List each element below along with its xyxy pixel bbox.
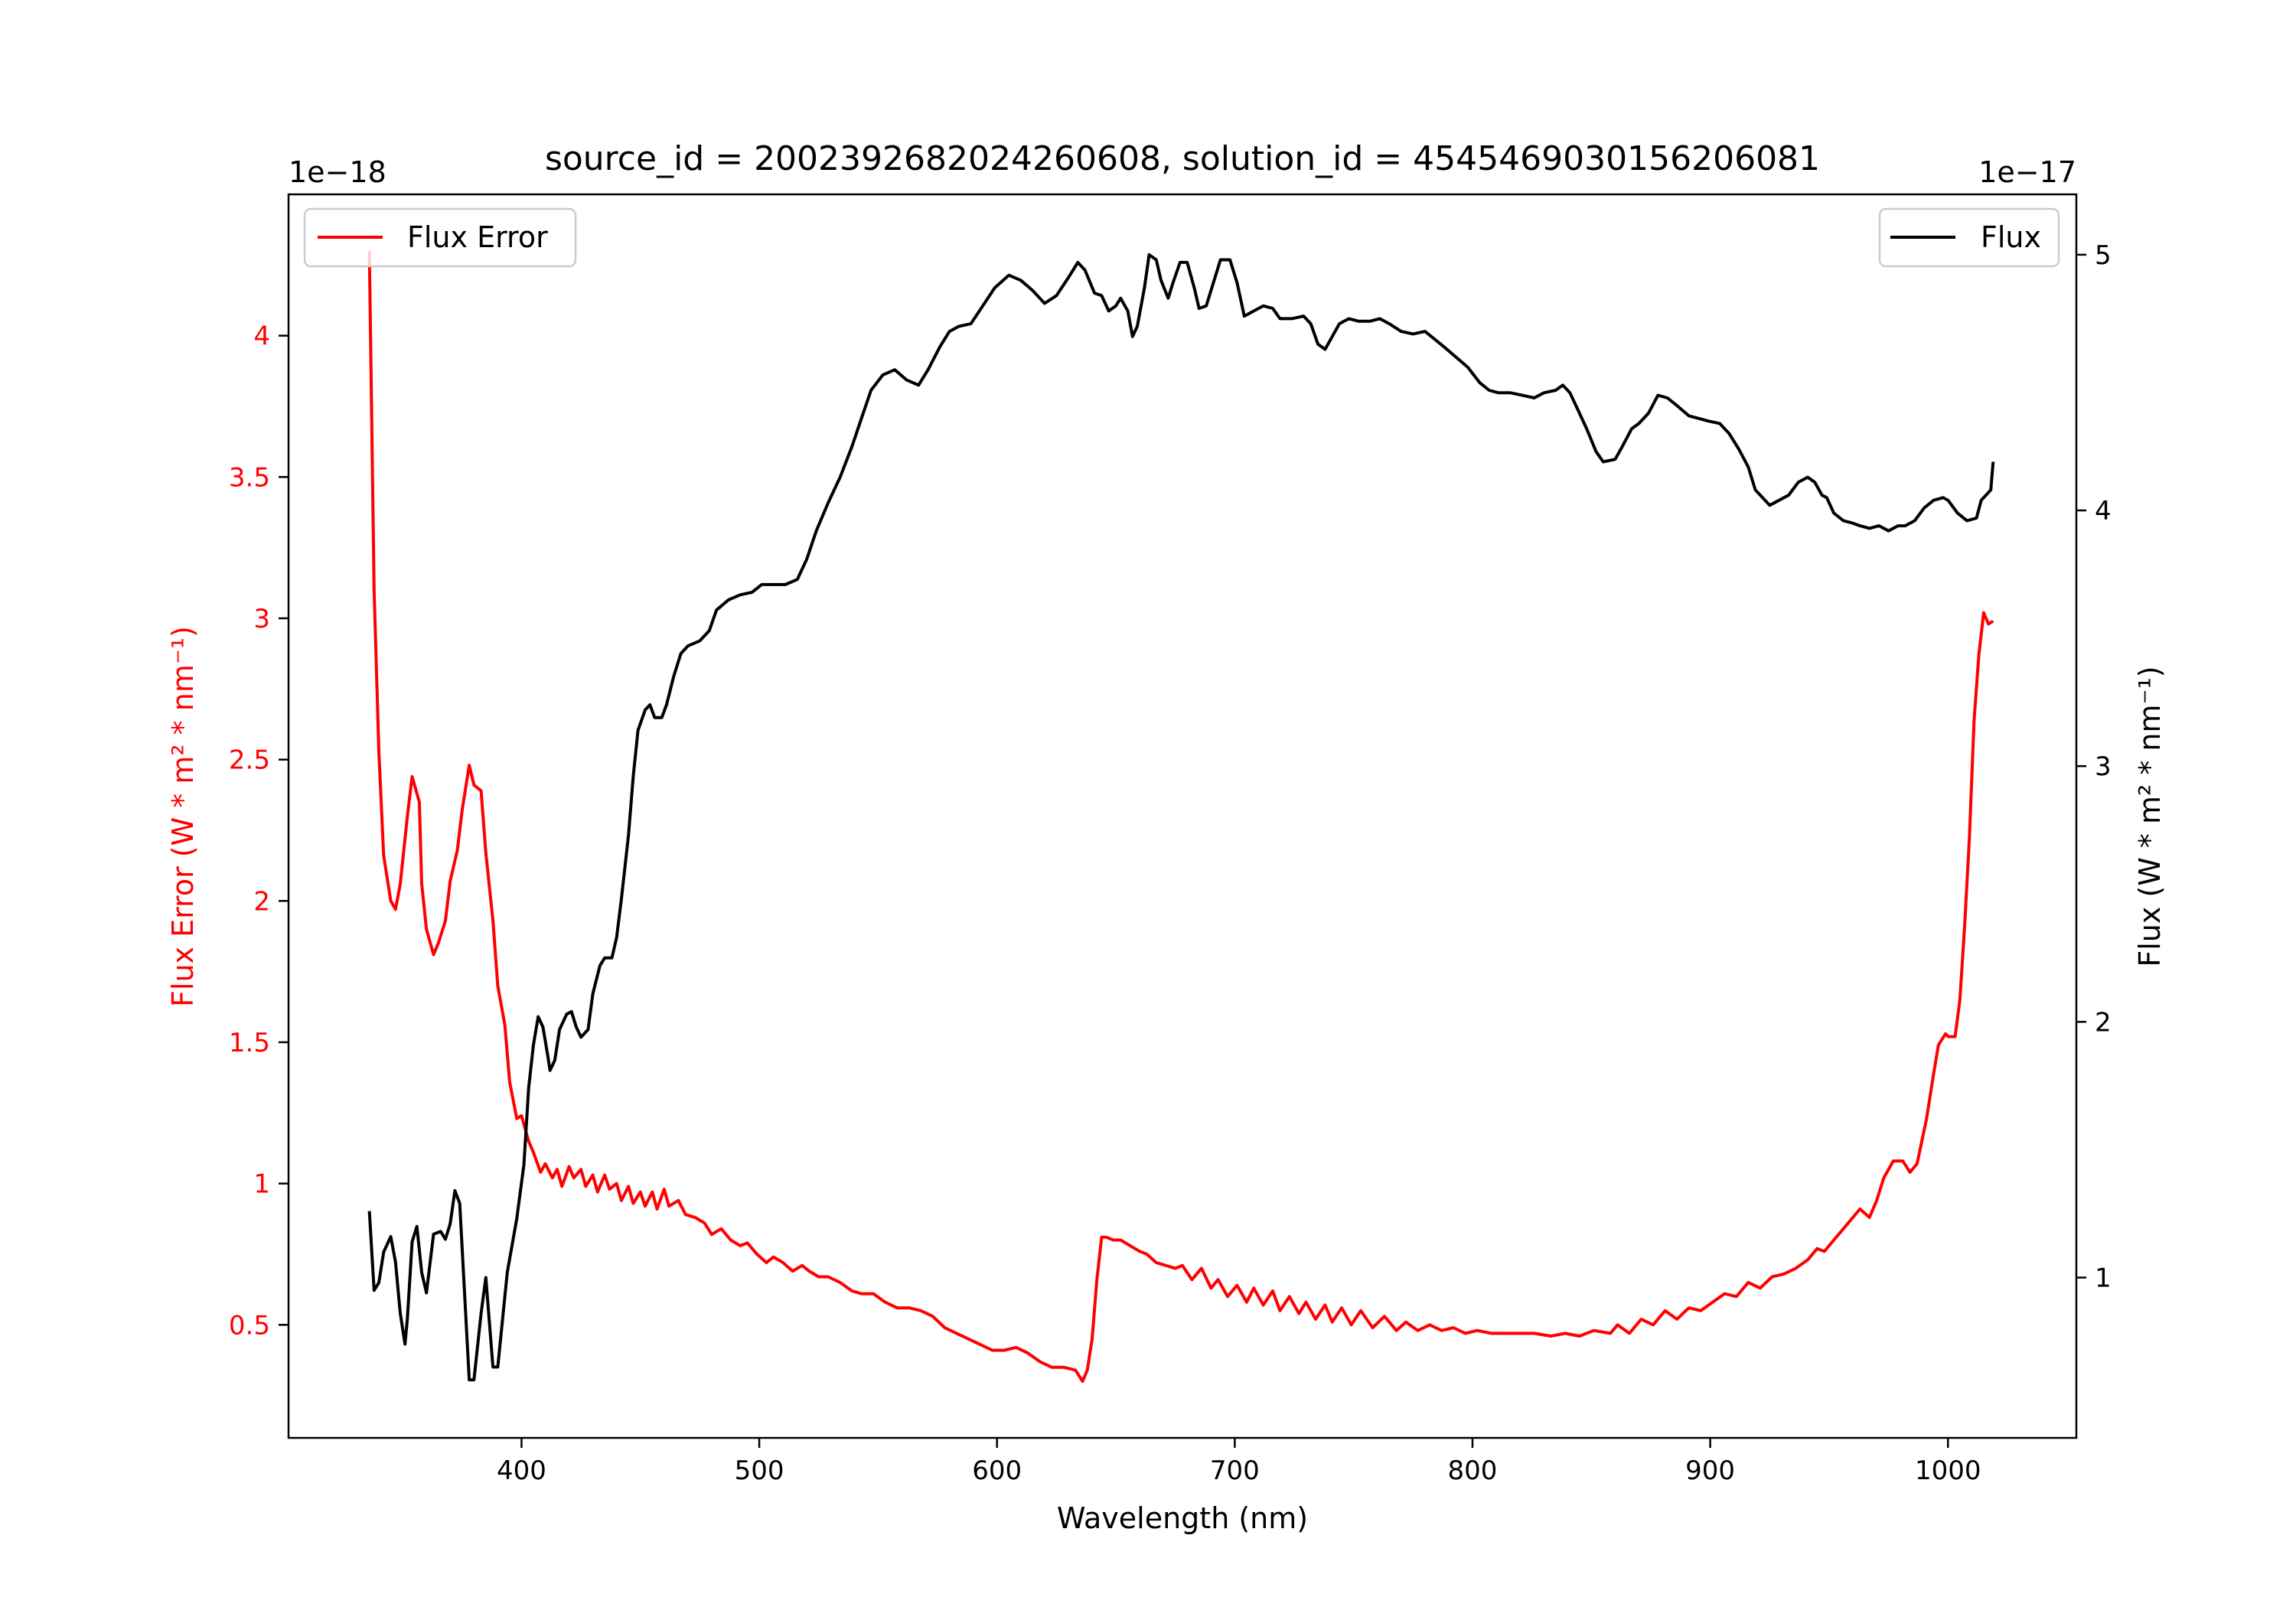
- left-y-tick-label: 3.5: [229, 462, 270, 493]
- series-layer: [367, 250, 1995, 1384]
- x-tick-label: 700: [1210, 1455, 1260, 1486]
- legend-flux: Flux: [1878, 207, 2060, 268]
- x-tick-label: 1000: [1915, 1455, 1981, 1486]
- left-y-tick-label: 3: [253, 604, 270, 634]
- left-y-tick-label: 4: [253, 321, 270, 352]
- legend-flux-error: Flux Error: [303, 207, 577, 268]
- x-tick-label: 800: [1448, 1455, 1498, 1486]
- left-y-tick-label: 2: [253, 886, 270, 917]
- legend-label: Flux: [1981, 220, 2041, 254]
- right-y-tick-label: 1: [2095, 1263, 2112, 1293]
- left-y-tick-label: 0.5: [229, 1310, 270, 1341]
- x-tick-label: 900: [1685, 1455, 1735, 1486]
- x-axis-label: Wavelength (nm): [1057, 1501, 1308, 1535]
- right-offset-text: 1e−17: [1978, 155, 2076, 189]
- left-y-tick-label: 1.5: [229, 1028, 270, 1058]
- axes-layer: 400 500 600 700 800 900 1000 0.5 1 1.5 2 2.5 3 3.5 4 1 2…: [229, 240, 2112, 1486]
- right-y-tick-label: 4: [2095, 496, 2112, 526]
- x-tick-label: 600: [972, 1455, 1022, 1486]
- right-y-tick-label: 3: [2095, 751, 2112, 782]
- chart-title: source_id = 2002392682024260608, solutio…: [545, 139, 1820, 178]
- x-tick-label: 500: [735, 1455, 784, 1486]
- legend-box: [303, 207, 577, 268]
- left-y-tick-label: 1: [253, 1169, 270, 1200]
- x-tick-label: 400: [497, 1455, 546, 1486]
- left-offset-text: 1e−18: [289, 155, 386, 189]
- left-y-axis-label: Flux Error (W * m² * nm⁻¹): [166, 626, 200, 1007]
- right-y-axis-label: Flux (W * m² * nm⁻¹): [2133, 666, 2167, 966]
- series-line-flux-error: [367, 250, 1994, 1384]
- plot-frame: [287, 193, 2078, 1439]
- legend-box: [1878, 207, 2060, 268]
- legend-label: Flux Error: [407, 220, 548, 254]
- right-y-tick-label: 5: [2095, 240, 2112, 271]
- right-y-tick-label: 2: [2095, 1007, 2112, 1038]
- left-y-tick-label: 2.5: [229, 745, 270, 776]
- series-line-flux: [367, 253, 1995, 1382]
